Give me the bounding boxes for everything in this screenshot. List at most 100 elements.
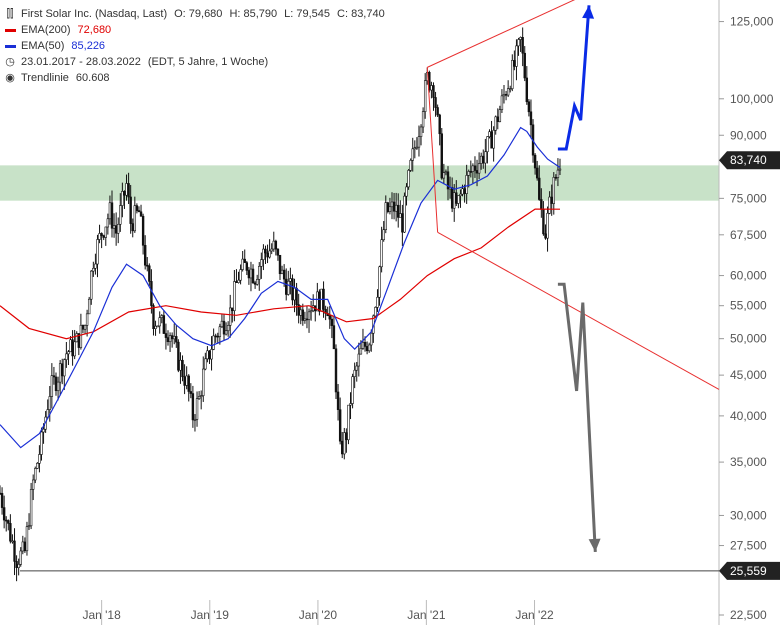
candle-body: [494, 116, 497, 131]
candle: [233, 269, 236, 322]
candle-body: [73, 341, 76, 357]
candle-body: [148, 265, 151, 282]
candle: [102, 234, 105, 241]
candle: [71, 330, 74, 366]
candle-body: [430, 85, 433, 91]
candle: [552, 172, 555, 215]
candle-body: [237, 279, 240, 283]
candle: [446, 166, 450, 201]
candle: [148, 263, 151, 287]
candle-body: [328, 315, 331, 320]
candle: [380, 226, 383, 273]
candle-body: [137, 210, 141, 213]
candle: [504, 90, 508, 101]
candle: [29, 482, 33, 530]
candle-body: [229, 307, 232, 326]
candle-body: [525, 77, 529, 103]
candle: [442, 163, 446, 185]
candle-body: [54, 376, 58, 392]
candle-body: [131, 223, 134, 232]
candle-body: [316, 291, 319, 312]
candle-body: [554, 177, 558, 179]
candle: [386, 201, 390, 214]
candle-body: [409, 159, 412, 171]
candle: [81, 324, 85, 334]
candle-body: [185, 375, 188, 386]
candle-body: [475, 170, 479, 174]
candle-body: [181, 359, 184, 378]
candle-body: [515, 45, 518, 67]
support-badge: 25,559: [719, 561, 780, 580]
candle: [299, 305, 302, 325]
candle: [121, 182, 124, 218]
candle-body: [546, 212, 549, 239]
candle: [94, 253, 97, 275]
candle-body: [25, 526, 29, 552]
candle: [36, 462, 39, 470]
candle: [106, 213, 110, 235]
candle: [23, 537, 27, 553]
candle-body: [509, 88, 512, 90]
candle: [127, 172, 130, 204]
candle-body: [519, 37, 522, 40]
candle: [38, 445, 41, 473]
candle: [401, 204, 404, 246]
candle-body: [361, 342, 365, 349]
candle-body: [390, 201, 394, 208]
candle-body: [133, 205, 137, 232]
candle: [135, 203, 139, 214]
candle-body: [432, 85, 435, 98]
candle: [492, 126, 495, 162]
candle: [216, 332, 219, 344]
candle: [419, 124, 423, 146]
candle-body: [486, 136, 489, 153]
candle: [87, 296, 91, 315]
candle: [52, 366, 56, 385]
candle-body: [139, 211, 143, 217]
bullish-scenario-arrow-line: [557, 5, 591, 151]
candle: [544, 224, 547, 240]
candle-body: [552, 177, 555, 204]
candle: [542, 201, 545, 236]
candle: [309, 300, 313, 321]
y-tick-label: 40,000: [730, 409, 767, 423]
candle-body: [305, 318, 309, 321]
candle: [98, 224, 101, 244]
candle: [160, 314, 163, 324]
candle-body: [403, 195, 406, 233]
candle: [311, 294, 315, 313]
candle: [56, 376, 60, 401]
candle-body: [521, 37, 524, 54]
candle: [519, 36, 522, 52]
candle: [301, 303, 305, 326]
candle: [5, 516, 8, 532]
instrument-title: First Solar Inc. (Nasdaq, Last): [21, 8, 168, 20]
candle-body: [160, 315, 163, 318]
candle-body: [15, 561, 18, 568]
candle: [195, 391, 199, 427]
candle: [477, 152, 481, 180]
candle-body: [231, 307, 234, 312]
candle: [249, 261, 253, 292]
candle-body: [446, 171, 450, 190]
channel-left-edge: [426, 67, 439, 233]
candle: [330, 314, 334, 339]
candle-body: [0, 492, 2, 495]
candle-body: [233, 281, 236, 312]
candle: [119, 193, 122, 232]
candle: [303, 311, 307, 324]
candle-body: [220, 320, 224, 328]
candle: [457, 195, 460, 209]
candle-body: [92, 267, 95, 272]
candle: [25, 521, 29, 556]
candle-body: [71, 339, 74, 357]
candle-body: [264, 248, 267, 254]
chart-legend: ⫿⫿ First Solar Inc. (Nasdaq, Last) O: 79…: [4, 6, 385, 86]
candle-body: [179, 359, 182, 371]
candle: [260, 252, 263, 279]
candle: [438, 113, 441, 146]
y-tick-label: 45,000: [730, 368, 767, 382]
candle-body: [513, 60, 516, 67]
candle-body: [415, 146, 419, 149]
candle: [208, 350, 211, 364]
